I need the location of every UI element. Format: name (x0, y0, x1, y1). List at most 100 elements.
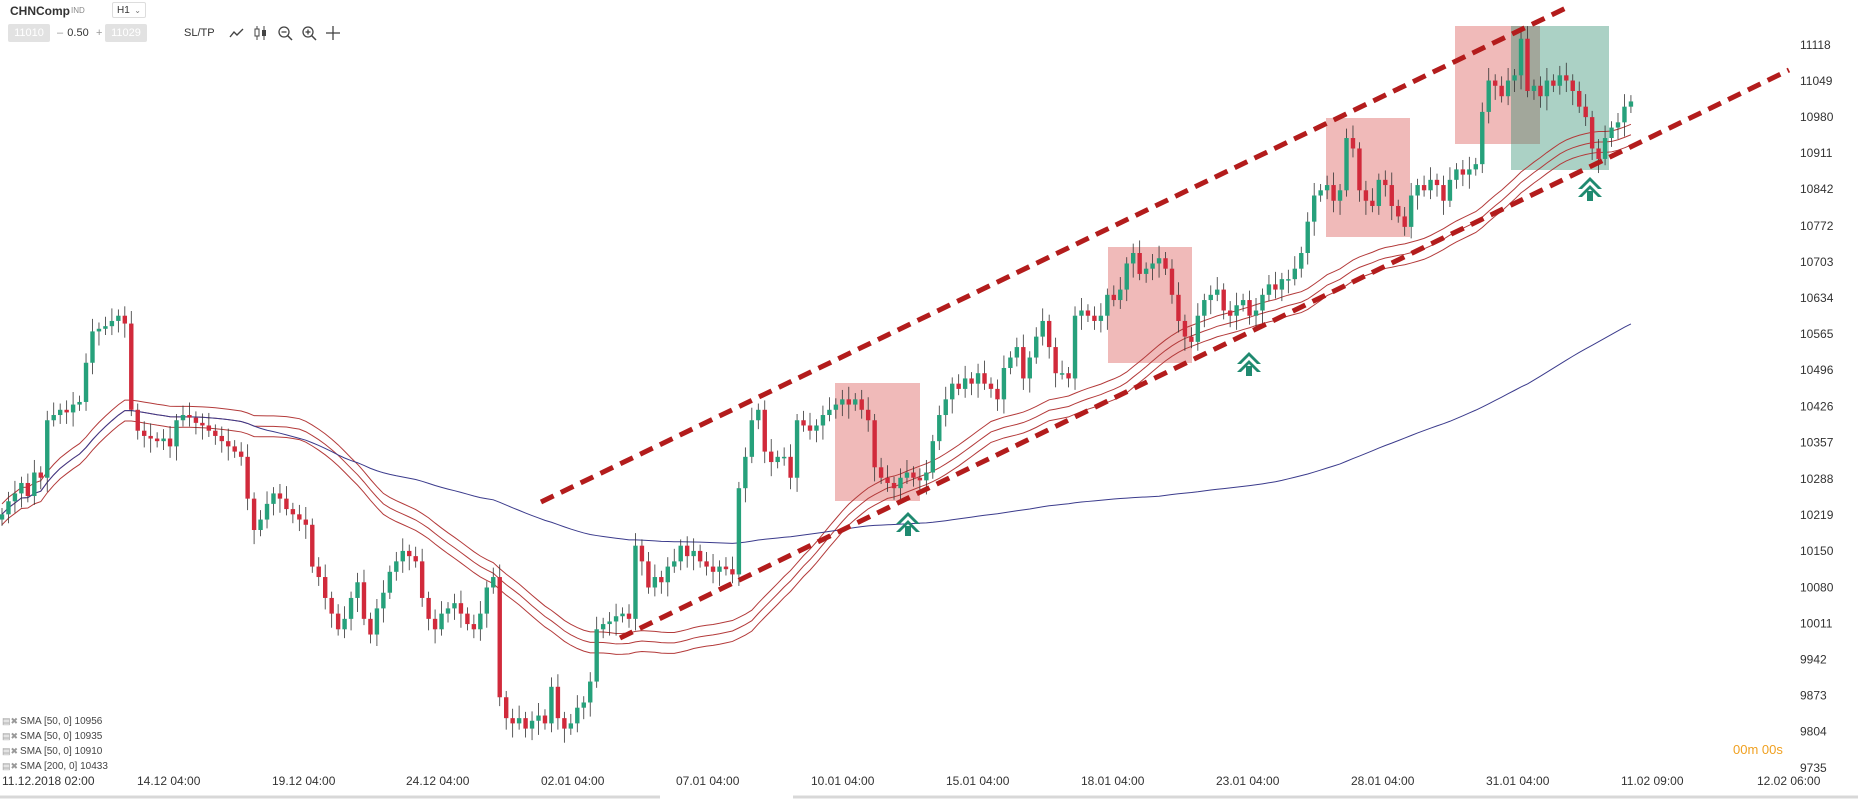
candle-body (122, 315, 128, 324)
candle-body (1492, 80, 1498, 86)
candle-body (1538, 85, 1543, 97)
legend-item[interactable]: ▤✖ SMA [50, 0] 10956 (2, 716, 103, 727)
y-tick-label: 10357 (1800, 436, 1834, 450)
x-tick-label: 11.02 09:00 (1621, 774, 1684, 788)
candle-body (1163, 258, 1168, 269)
candles-icon[interactable] (252, 24, 270, 42)
candle-body (1428, 179, 1433, 191)
candle-body (1622, 106, 1627, 123)
candle-body (924, 472, 929, 481)
y-tick-label: 10772 (1800, 219, 1834, 233)
zoom-in-icon[interactable] (300, 24, 318, 42)
candle-body (704, 561, 709, 567)
x-tick-label: 19.12 04:00 (272, 774, 336, 788)
legend-item[interactable]: ▤✖ SMA [50, 0] 10935 (2, 731, 103, 742)
candle-body (1512, 75, 1517, 81)
candle-body (620, 613, 625, 617)
candle-body (1486, 80, 1491, 112)
candle-body (969, 378, 974, 384)
buy-price-button[interactable]: 11029 (105, 24, 147, 42)
candle-body (639, 545, 645, 562)
candle-body (19, 482, 24, 494)
candle-body (193, 417, 199, 423)
candle-body (995, 388, 1000, 400)
y-tick-label: 10565 (1800, 327, 1834, 341)
candle-body (432, 618, 438, 630)
line-chart-icon[interactable] (228, 24, 246, 42)
candle-body (284, 498, 289, 510)
candle-body (277, 493, 283, 499)
candle-body (510, 718, 515, 724)
x-tick-label: 02.01 04:00 (541, 774, 605, 788)
candle-body (1337, 190, 1343, 201)
candle-body (1234, 305, 1239, 316)
candle-body (238, 451, 244, 457)
candle-body (691, 550, 696, 557)
candle-body (368, 618, 373, 635)
candle-body (1008, 357, 1013, 368)
candle-body (419, 561, 425, 598)
candle-body (503, 697, 509, 719)
candle-body (988, 383, 994, 389)
candle-body (1176, 294, 1181, 321)
sell-price-button[interactable]: 11010 (8, 24, 50, 42)
candle-body (529, 720, 535, 729)
legend-item[interactable]: ▤✖ SMA [200, 0] 10433 (2, 761, 108, 772)
legend-item[interactable]: ▤✖ SMA [50, 0] 10910 (2, 746, 103, 757)
candle-body (478, 613, 483, 630)
candle-body (90, 331, 95, 363)
zoom-out-icon[interactable] (276, 24, 294, 42)
candle-body (1247, 300, 1252, 316)
candle-body (57, 409, 63, 416)
candle-body (1583, 106, 1588, 118)
candle-body (846, 399, 851, 405)
candle-body (1059, 373, 1065, 375)
candle-body (665, 566, 670, 583)
candle-body (1551, 80, 1556, 86)
candle-body (45, 420, 50, 478)
x-tick-label: 10.01 04:00 (811, 774, 875, 788)
candle-body (219, 435, 224, 442)
candle-body (1421, 185, 1427, 191)
candle-body (885, 477, 890, 483)
candle-body (200, 422, 205, 426)
candle-body (1034, 336, 1039, 358)
timeframe-select[interactable]: H1 ⌄ (112, 2, 146, 18)
candle-body (245, 456, 250, 499)
x-tick-label: 28.01 04:00 (1351, 774, 1415, 788)
symbol-label[interactable]: CHNComp (10, 4, 70, 18)
crosshair-icon[interactable] (324, 24, 342, 42)
candle-body (174, 420, 179, 447)
candle-body (303, 519, 309, 525)
candle-body (1383, 179, 1388, 186)
candle-body (264, 503, 270, 520)
candle-body (213, 430, 218, 436)
candle-body (775, 456, 780, 463)
candle-body (381, 592, 386, 609)
candle-body (1344, 138, 1349, 191)
candle-body (840, 399, 845, 405)
candle-body (310, 524, 315, 567)
candle-body (1318, 190, 1323, 196)
candle-body (1266, 284, 1272, 295)
candle-body (684, 545, 690, 557)
candle-body (1046, 320, 1052, 348)
candle-timer: 00m 00s (1733, 742, 1783, 757)
candle-body (32, 472, 37, 497)
increase-button[interactable]: + (96, 27, 103, 39)
candle-body (717, 566, 722, 572)
decrease-button[interactable]: – (57, 27, 64, 39)
candle-body (1609, 127, 1614, 139)
sltp-button[interactable]: SL/TP (184, 27, 215, 39)
x-tick-label: 31.01 04:00 (1486, 774, 1550, 788)
candle-body (1324, 185, 1330, 191)
candle-body (471, 624, 477, 630)
candle-body (452, 603, 457, 609)
candle-body (594, 629, 599, 682)
candle-body (1072, 315, 1078, 379)
y-tick-label: 10288 (1800, 472, 1834, 486)
candle-body (1227, 310, 1233, 316)
candle-body (323, 577, 328, 598)
candle-body (904, 472, 910, 478)
